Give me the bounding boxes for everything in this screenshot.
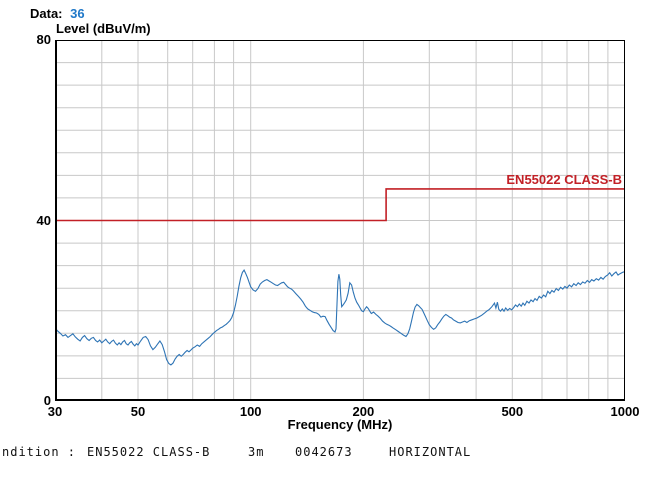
limit-line-label: EN55022 CLASS-B (506, 172, 622, 187)
plot-area (55, 40, 625, 401)
status-segment: 0042673 (295, 445, 353, 459)
status-segment: EN55022 CLASS-B (87, 445, 211, 459)
measurement-trace (55, 269, 625, 366)
x-tick-label: 50 (130, 404, 146, 419)
y-tick-label: 0 (43, 393, 51, 408)
data-count-label: Data: 36 (30, 6, 85, 21)
data-count-caption: Data: (30, 6, 63, 21)
y-tick-label: 40 (36, 212, 51, 228)
x-tick-label: 30 (47, 404, 63, 419)
y-tick-label: 80 (36, 32, 51, 47)
x-axis-title: Frequency (MHz) (287, 417, 393, 432)
status-segment: ndition : (2, 445, 77, 459)
status-segment: 3m (248, 445, 265, 459)
x-tick-label: 200 (352, 404, 375, 419)
chart-canvas (55, 40, 625, 401)
data-count-value: 36 (70, 6, 85, 21)
y-axis-title: Level (dBuV/m) (56, 21, 151, 36)
x-tick-label: 1000 (610, 404, 640, 419)
status-segment: HORIZONTAL (389, 445, 472, 459)
limit-line (55, 188, 625, 222)
status-bar: ndition : EN55022 CLASS-B 3m 0042673 HORIZON… (0, 445, 657, 461)
x-tick-label: 100 (239, 404, 262, 419)
x-tick-label: 500 (501, 404, 524, 419)
